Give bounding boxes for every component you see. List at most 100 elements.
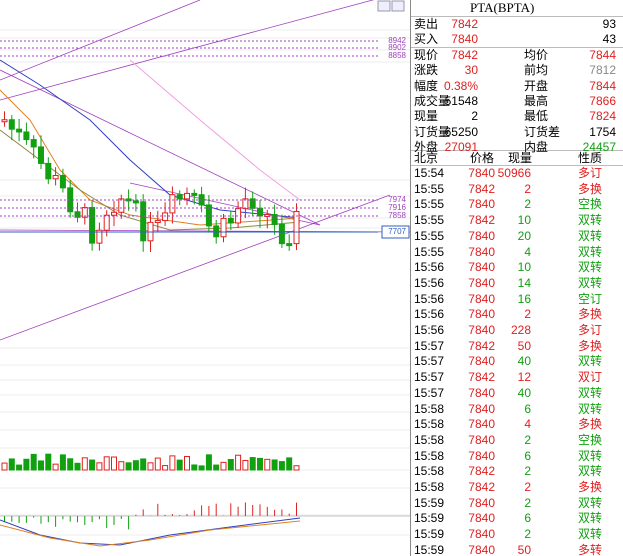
- candle: [59, 175, 66, 189]
- tick-volume: 2: [524, 495, 531, 510]
- tick-price: 7840: [468, 542, 495, 556]
- tick-price: 7840: [468, 495, 495, 510]
- volume-bar: [286, 457, 293, 471]
- level-label: 8942: [388, 36, 406, 45]
- volume-bar: [293, 465, 300, 471]
- tick-time: 15:56: [414, 291, 445, 306]
- volume-bar: [198, 465, 205, 471]
- candle: [169, 194, 176, 214]
- candle: [213, 225, 220, 238]
- tick-type: 双转: [578, 527, 603, 542]
- candle: [89, 207, 96, 244]
- tick-price: 7840: [468, 401, 495, 416]
- tick-time: 15:59: [414, 542, 445, 556]
- volume-bar: [257, 457, 263, 471]
- candle: [111, 211, 117, 216]
- column-header: 价格: [470, 151, 495, 165]
- volume-bar: [176, 459, 183, 471]
- tick-volume: 16: [517, 291, 531, 306]
- level-label: 8858: [388, 51, 406, 60]
- quote-value: 51548: [444, 93, 478, 108]
- quote-value: 65250: [444, 124, 478, 139]
- candle: [132, 200, 139, 204]
- tick-time: 15:58: [414, 401, 445, 416]
- volume-bar: [59, 454, 66, 471]
- tick-volume: 40: [517, 354, 531, 369]
- quote-value: 7866: [589, 93, 616, 108]
- tick-price: 7842: [468, 370, 495, 385]
- volume-bar: [147, 462, 154, 471]
- candle: [286, 243, 293, 247]
- volume-bar: [96, 462, 103, 471]
- volume-bar: [227, 459, 234, 471]
- volume-bar: [74, 462, 81, 471]
- trend-line: [129, 182, 321, 226]
- tick-type: 双转: [578, 448, 603, 463]
- quote-label: 均价: [524, 48, 549, 62]
- tick-type: 双订: [578, 370, 603, 385]
- quote-label: 内盘: [524, 139, 549, 154]
- candle: [52, 175, 59, 180]
- tick-volume: 6: [524, 448, 531, 463]
- tick-volume: 2: [524, 527, 531, 542]
- button[interactable]: [391, 0, 405, 12]
- tick-type: 多换: [578, 307, 603, 322]
- candle: [205, 204, 212, 227]
- tick-price: 7840: [468, 275, 495, 290]
- quote-value: 30: [464, 63, 478, 78]
- level-label: 8902: [388, 43, 406, 52]
- quote-label: 现价: [414, 48, 439, 62]
- tick-volume: 10: [517, 213, 531, 228]
- tick-volume: 50: [517, 542, 531, 556]
- volume-bar: [235, 454, 242, 471]
- tick-price: 7840: [468, 228, 495, 243]
- tick-type: 双转: [578, 354, 603, 369]
- tick-volume: 50: [517, 338, 531, 353]
- candle: [162, 212, 169, 222]
- tick-volume: 2: [524, 480, 531, 494]
- quote-label: 最高: [524, 93, 549, 108]
- quote-value: 0.38%: [443, 78, 478, 93]
- candle: [176, 194, 183, 200]
- level-box: [381, 225, 410, 239]
- quote-value: 2: [471, 109, 478, 124]
- column-header: 性质: [578, 151, 603, 165]
- tick-volume: 10: [517, 260, 531, 275]
- tick-time: 15:59: [414, 495, 445, 510]
- separator: [411, 165, 623, 166]
- book-label: 买入: [414, 32, 439, 46]
- column-header: 北京: [414, 151, 439, 165]
- tick-time: 15:57: [414, 385, 445, 400]
- trend-line: [0, 0, 201, 81]
- candle: [242, 198, 249, 210]
- tick-price: 7840: [468, 448, 495, 463]
- volume-bar: [67, 458, 74, 471]
- candle: [16, 128, 23, 133]
- volume-bar: [45, 453, 52, 471]
- volume-bar: [205, 454, 212, 471]
- button[interactable]: [377, 0, 391, 12]
- candle: [154, 220, 161, 224]
- tick-price: 7842: [468, 338, 495, 353]
- tick-volume: 6: [524, 511, 531, 526]
- tick-type: 双转: [578, 385, 603, 400]
- trend-line: [0, 194, 391, 341]
- tick-time: 15:55: [414, 244, 445, 259]
- volume-bar: [16, 464, 23, 471]
- tick-volume: 2: [524, 432, 531, 447]
- tick-type: 双转: [578, 511, 603, 526]
- tick-volume: 2: [524, 464, 531, 479]
- tick-price: 7842: [468, 464, 495, 479]
- level-label: 7916: [388, 203, 406, 212]
- tick-price: 7840: [468, 432, 495, 447]
- tick-price: 7842: [468, 181, 495, 196]
- tick-volume: 228: [510, 323, 531, 337]
- quote-value: 7844: [589, 78, 616, 93]
- candle: [293, 210, 300, 245]
- candle: [271, 214, 278, 225]
- volume-bar: [242, 459, 249, 471]
- tick-type: 双转: [578, 260, 603, 275]
- book-price: 7840: [451, 32, 478, 46]
- tick-type: 空换: [578, 432, 603, 447]
